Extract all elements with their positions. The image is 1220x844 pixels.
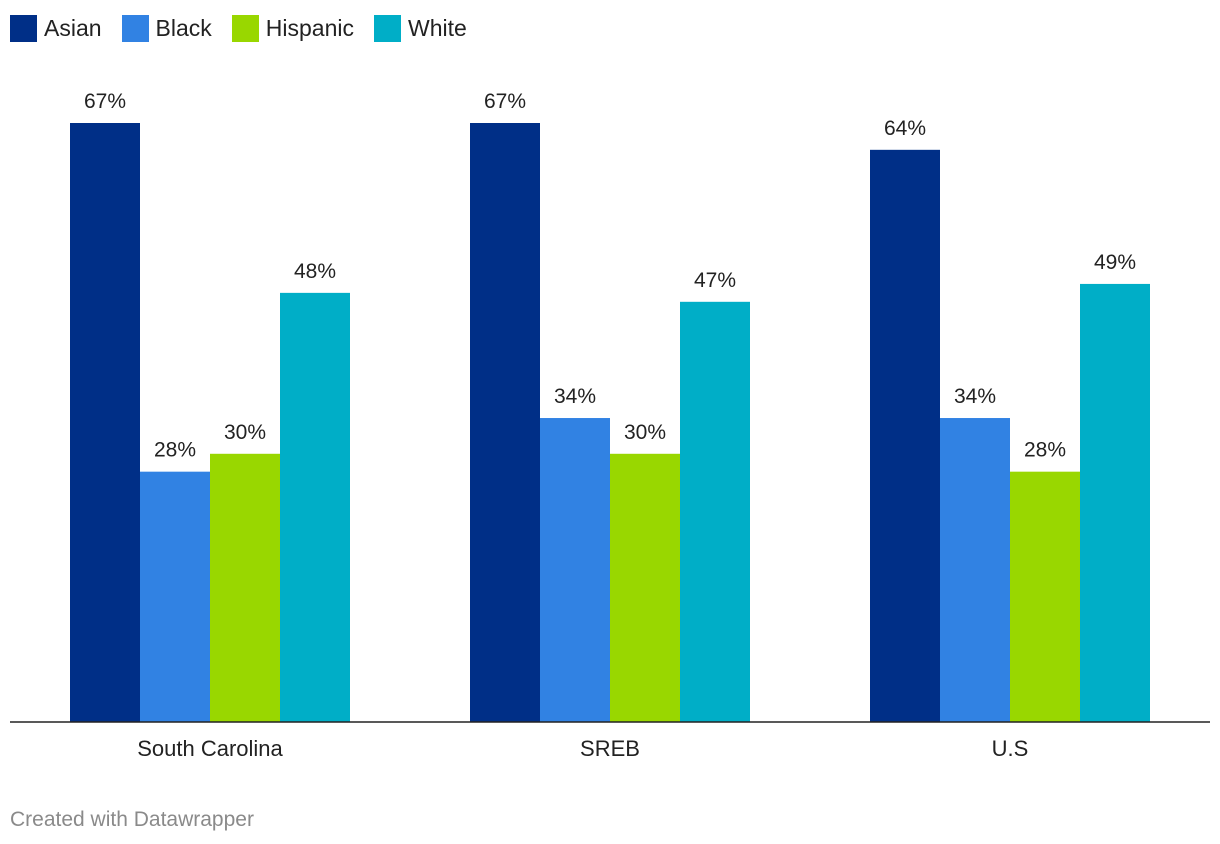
data-label-u-s-hispanic: 28%: [1024, 439, 1066, 462]
legend-item-black: Black: [121, 14, 212, 42]
legend-item-hispanic: Hispanic: [231, 14, 355, 42]
data-label-u-s-black: 34%: [954, 385, 996, 408]
legend-swatch-white: [374, 14, 402, 42]
x-tick-label-south-carolina: South Carolina: [137, 736, 283, 761]
footer-credit: Created with Datawrapper: [10, 808, 254, 831]
data-label-south-carolina-asian: 67%: [84, 90, 126, 113]
x-tick-label-sreb: SREB: [580, 736, 640, 761]
data-label-sreb-white: 47%: [694, 269, 736, 292]
legend-item-asian: Asian: [10, 14, 102, 42]
data-label-u-s-asian: 64%: [884, 117, 926, 140]
bar-south-carolina-black: [140, 471, 210, 722]
data-label-south-carolina-hispanic: 30%: [224, 421, 266, 444]
data-label-sreb-black: 34%: [554, 385, 596, 408]
legend-label-hispanic: Hispanic: [265, 14, 355, 41]
data-label-u-s-white: 49%: [1094, 251, 1136, 274]
bar-sreb-white: [680, 301, 750, 722]
bar-chart: 67% 28% 30% 48% South Carolina 67% 34% 30% 47% SR…: [10, 90, 1210, 761]
legend-swatch-hispanic: [231, 14, 259, 42]
chart-legend: Asian Black Hispanic White: [10, 13, 487, 43]
legend-swatch-black: [121, 14, 149, 42]
bar-u-s-white: [1080, 283, 1150, 722]
data-label-sreb-asian: 67%: [484, 90, 526, 113]
x-tick-label-u-s: U.S: [992, 736, 1029, 761]
legend-swatch-asian: [10, 14, 37, 42]
bar-south-carolina-white: [280, 292, 350, 722]
bar-u-s-hispanic: [1010, 471, 1080, 722]
bar-u-s-asian: [870, 149, 940, 722]
legend-label-asian: Asian: [44, 14, 102, 41]
legend-label-white: White: [408, 14, 467, 41]
bar-south-carolina-asian: [70, 123, 140, 722]
data-label-south-carolina-white: 48%: [294, 260, 336, 283]
data-label-south-carolina-black: 28%: [154, 439, 196, 462]
data-label-sreb-hispanic: 30%: [624, 421, 666, 444]
legend-item-white: White: [374, 14, 467, 42]
bar-south-carolina-hispanic: [210, 453, 280, 722]
bar-u-s-black: [940, 418, 1010, 722]
legend-label-black: Black: [155, 14, 212, 41]
bar-sreb-black: [540, 418, 610, 722]
bar-sreb-asian: [470, 123, 540, 722]
bar-sreb-hispanic: [610, 453, 680, 722]
